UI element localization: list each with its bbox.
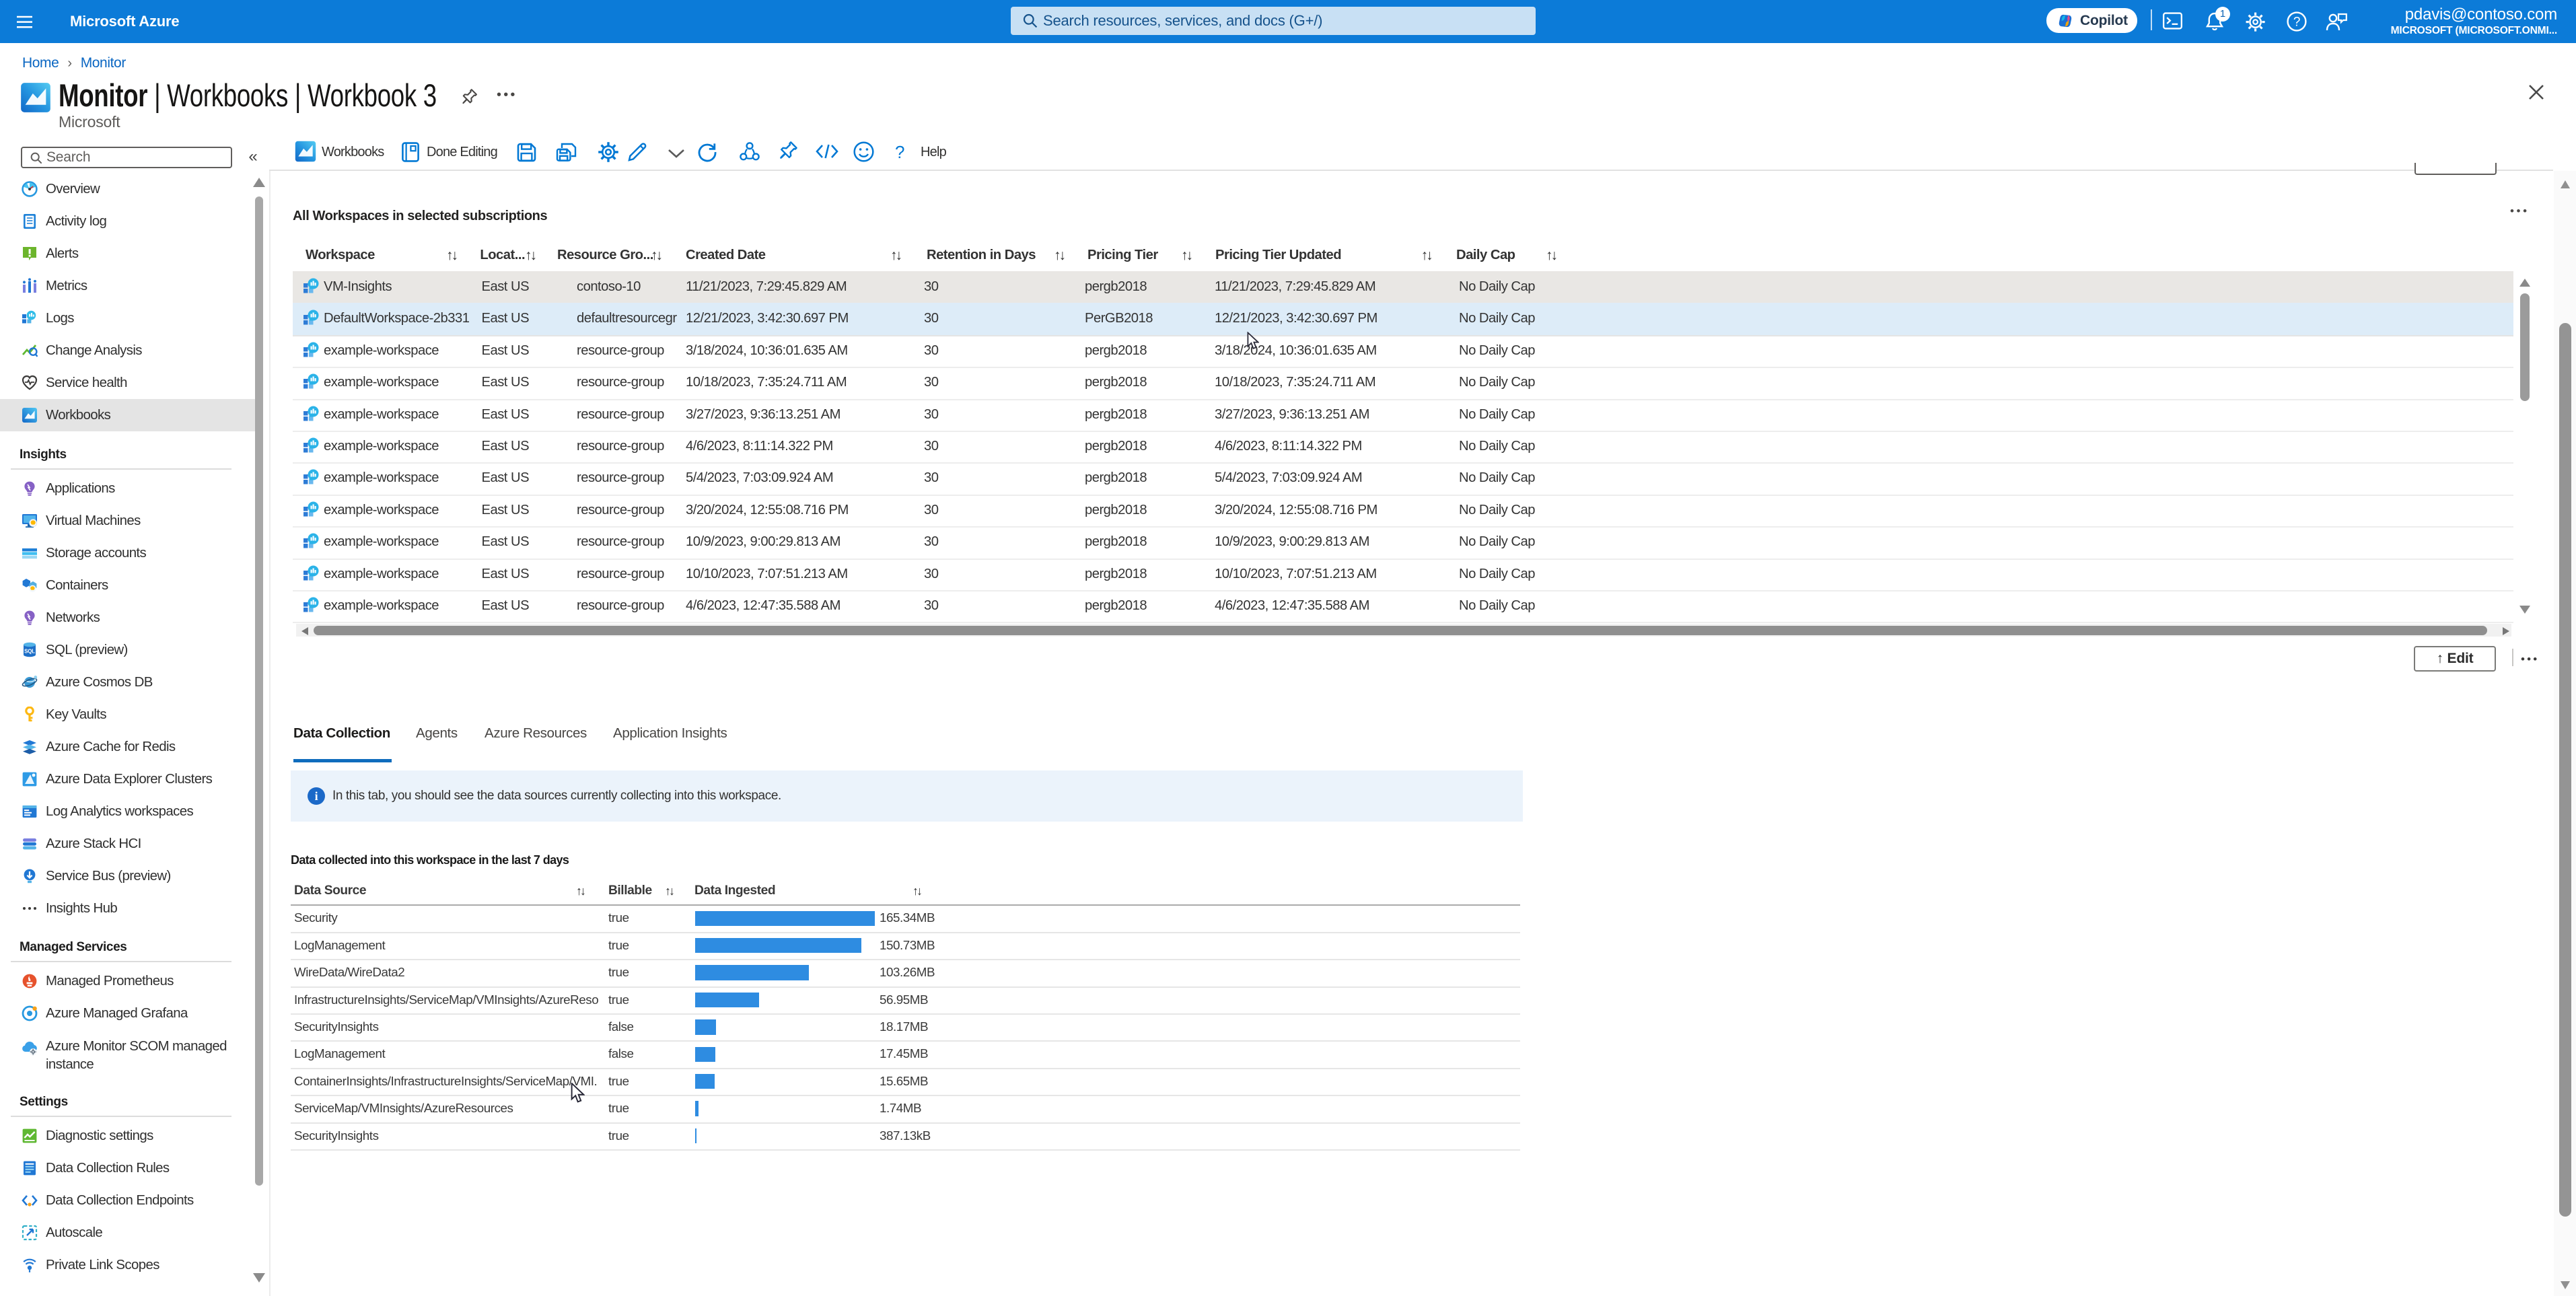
svg-text:?: ?: [2293, 15, 2300, 30]
svg-text:SQL: SQL: [24, 649, 35, 655]
